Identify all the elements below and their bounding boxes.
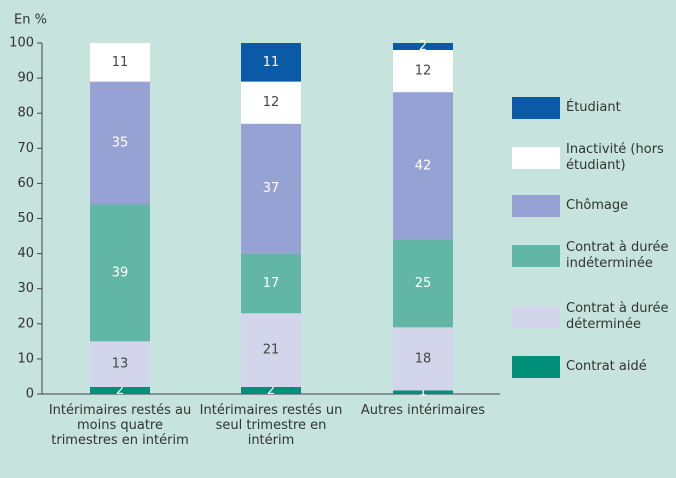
y-tick-label: 80	[17, 106, 34, 121]
bar-segment	[90, 81, 150, 205]
legend-swatch	[512, 356, 560, 378]
legend-label: Chômage	[566, 198, 629, 213]
value-label: 18	[415, 351, 432, 366]
y-tick-label: 90	[17, 71, 34, 86]
y-tick-label: 20	[17, 316, 34, 331]
bar-segment	[90, 386, 150, 394]
bar-segment	[393, 43, 453, 51]
value-label: 2	[116, 383, 124, 398]
legend-label: Étudiant	[566, 100, 621, 115]
value-label: 42	[415, 158, 432, 173]
bar-segment	[90, 204, 150, 342]
x-tick-label: Autres intérimaires	[360, 403, 486, 418]
value-label: 25	[415, 276, 432, 291]
value-label: 2	[267, 383, 275, 398]
legend-swatch	[512, 147, 560, 169]
y-tick-label: 50	[17, 211, 34, 226]
legend-label: Contrat à durée indéterminée	[566, 240, 669, 271]
x-tick-label: Intérimaires restés au moins quatre trim…	[48, 403, 192, 448]
value-label: 39	[112, 265, 129, 280]
bar-segment	[90, 341, 150, 387]
y-tick-label: 10	[17, 351, 34, 366]
bar-segment	[393, 327, 453, 391]
bar-segment	[241, 123, 301, 254]
bar-segment	[241, 313, 301, 387]
value-label: 11	[112, 55, 129, 70]
bar-segment	[393, 390, 453, 394]
value-label: 37	[263, 181, 280, 196]
value-label: 13	[112, 357, 129, 372]
x-tick-label: Intérimaires restés un seul trimestre en…	[199, 403, 343, 448]
bar-segment	[241, 386, 301, 394]
bar-segment	[90, 43, 150, 82]
y-tick-label: 30	[17, 281, 34, 296]
bar-segment	[393, 50, 453, 93]
legend-swatch	[512, 245, 560, 267]
bar-segment	[241, 43, 301, 82]
legend-label: Contrat à durée déterminée	[566, 301, 669, 332]
value-label: 21	[263, 343, 280, 358]
y-tick-label: 40	[17, 246, 34, 261]
legend-label: Contrat aidé	[566, 359, 647, 374]
value-label: 12	[263, 95, 280, 110]
legend-swatch	[512, 195, 560, 217]
legend-label: Inactivité (hors étudiant)	[566, 142, 664, 173]
y-axis-label: En %	[14, 13, 47, 28]
bar-segment	[241, 253, 301, 314]
value-label: 1	[419, 385, 427, 400]
y-tick-label: 60	[17, 176, 34, 191]
legend-swatch	[512, 97, 560, 119]
bar-segment	[393, 92, 453, 240]
value-label: 12	[415, 64, 432, 79]
bar-segment	[241, 81, 301, 124]
y-tick-label: 70	[17, 141, 34, 156]
value-label: 35	[112, 136, 129, 151]
bar-segment	[393, 239, 453, 328]
y-tick-label: 0	[26, 387, 34, 402]
y-tick-label: 100	[9, 36, 34, 51]
value-label: 11	[263, 55, 280, 70]
value-label: 2	[419, 39, 427, 54]
value-label: 17	[263, 276, 280, 291]
legend-swatch	[512, 306, 560, 328]
